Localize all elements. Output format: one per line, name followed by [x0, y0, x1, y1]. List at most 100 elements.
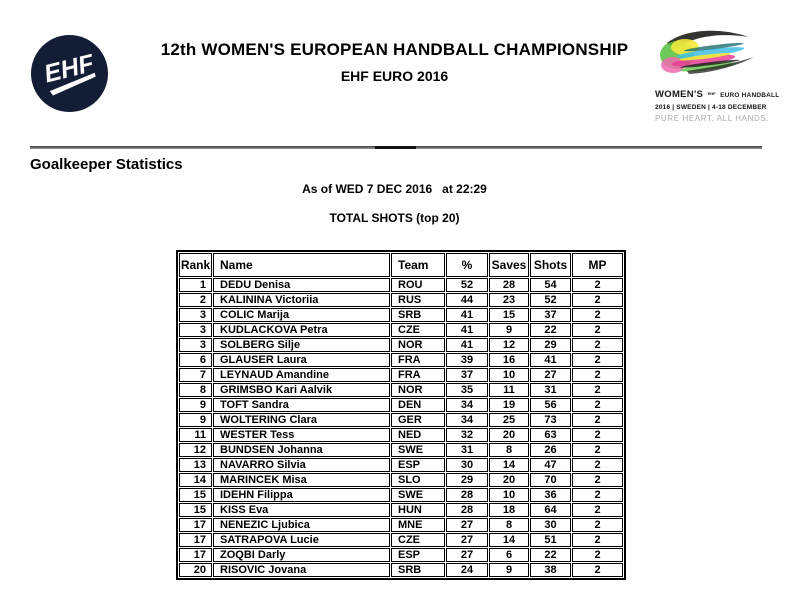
cell-name: MARINCEK Misa [213, 473, 390, 487]
table-row: 15 IDEHN Filippa SWE 28 10 36 2 [179, 488, 623, 502]
cell-pct: 52 [446, 278, 488, 292]
cell-name: WOLTERING Clara [213, 413, 390, 427]
cell-name: DEDU Denisa [213, 278, 390, 292]
cell-shots: 31 [530, 383, 571, 397]
cell-name: IDEHN Filippa [213, 488, 390, 502]
event-logo-euro-handball: EURO HANDBALL [720, 92, 780, 99]
cell-shots: 73 [530, 413, 571, 427]
cell-shots: 22 [530, 323, 571, 337]
cell-mp: 2 [572, 293, 623, 307]
cell-team: CZE [391, 533, 445, 547]
cell-name: ZOQBI Darly [213, 548, 390, 562]
cell-mp: 2 [572, 443, 623, 457]
table-row: 9 TOFT Sandra DEN 34 19 56 2 [179, 398, 623, 412]
cell-mp: 2 [572, 353, 623, 367]
event-logo-date-line: 2016 | SWEDEN | 4-18 DECEMBER [655, 104, 767, 111]
cell-pct: 32 [446, 428, 488, 442]
cell-rank: 3 [179, 323, 212, 337]
cell-pct: 30 [446, 458, 488, 472]
column-header-rank: Rank [179, 253, 212, 277]
cell-saves: 6 [489, 548, 529, 562]
table-row: 12 BUNDSEN Johanna SWE 31 8 26 2 [179, 443, 623, 457]
table-row: 15 KISS Eva HUN 28 18 64 2 [179, 503, 623, 517]
cell-saves: 18 [489, 503, 529, 517]
table-row: 7 LEYNAUD Amandine FRA 37 10 27 2 [179, 368, 623, 382]
cell-rank: 13 [179, 458, 212, 472]
cell-pct: 37 [446, 368, 488, 382]
cell-mp: 2 [572, 503, 623, 517]
cell-mp: 2 [572, 308, 623, 322]
goalkeeper-stats-table: Rank Name Team % Saves Shots MP 1 DEDU De… [176, 250, 626, 580]
cell-pct: 34 [446, 413, 488, 427]
cell-mp: 2 [572, 473, 623, 487]
cell-mp: 2 [572, 368, 623, 382]
cell-name: TOFT Sandra [213, 398, 390, 412]
cell-team: SRB [391, 308, 445, 322]
event-logo-womens: WOMEN'S [655, 89, 704, 100]
cell-mp: 2 [572, 428, 623, 442]
cell-rank: 12 [179, 443, 212, 457]
cell-pct: 28 [446, 488, 488, 502]
cell-rank: 11 [179, 428, 212, 442]
as-of-timestamp: As of WED 7 DEC 2016 at 22:29 [302, 182, 487, 196]
table-row: 17 NENEZIC Ljubica MNE 27 8 30 2 [179, 518, 623, 532]
stats-table-body: 1 DEDU Denisa ROU 52 28 54 2 2 KALININA Victorii… [179, 278, 623, 577]
event-logo-comet-icon [660, 30, 754, 74]
document-header: 12th WOMEN'S EUROPEAN HANDBALL CHAMPIONS… [0, 40, 789, 84]
cell-pct: 28 [446, 503, 488, 517]
column-header-name: Name [213, 253, 390, 277]
cell-pct: 44 [446, 293, 488, 307]
cell-team: NOR [391, 383, 445, 397]
cell-shots: 27 [530, 368, 571, 382]
cell-saves: 19 [489, 398, 529, 412]
cell-name: SOLBERG Silje [213, 338, 390, 352]
table-row: 1 DEDU Denisa ROU 52 28 54 2 [179, 278, 623, 292]
cell-name: GRIMSBO Kari Aalvik [213, 383, 390, 397]
header-divider-dark-segment [375, 146, 416, 149]
cell-shots: 22 [530, 548, 571, 562]
cell-team: HUN [391, 503, 445, 517]
table-header-row: Rank Name Team % Saves Shots MP [179, 253, 623, 277]
cell-team: SWE [391, 488, 445, 502]
cell-team: NED [391, 428, 445, 442]
cell-pct: 27 [446, 548, 488, 562]
table-row: 8 GRIMSBO Kari Aalvik NOR 35 11 31 2 [179, 383, 623, 397]
cell-shots: 47 [530, 458, 571, 472]
cell-shots: 41 [530, 353, 571, 367]
cell-rank: 9 [179, 398, 212, 412]
cell-shots: 37 [530, 308, 571, 322]
cell-rank: 3 [179, 308, 212, 322]
cell-shots: 63 [530, 428, 571, 442]
cell-mp: 2 [572, 323, 623, 337]
cell-pct: 34 [446, 398, 488, 412]
cell-name: RISOVIC Jovana [213, 563, 390, 577]
cell-pct: 41 [446, 323, 488, 337]
table-row: 3 KUDLACKOVA Petra CZE 41 9 22 2 [179, 323, 623, 337]
cell-team: SRB [391, 563, 445, 577]
cell-rank: 1 [179, 278, 212, 292]
event-logo-slogan: PURE HEART. ALL HANDS. [655, 114, 770, 123]
cell-team: FRA [391, 368, 445, 382]
cell-rank: 8 [179, 383, 212, 397]
ehf-logo-swoosh [49, 72, 96, 96]
cell-shots: 29 [530, 338, 571, 352]
cell-mp: 2 [572, 548, 623, 562]
cell-saves: 10 [489, 488, 529, 502]
cell-shots: 70 [530, 473, 571, 487]
header-divider [30, 146, 762, 149]
cell-shots: 56 [530, 398, 571, 412]
cell-saves: 14 [489, 458, 529, 472]
cell-saves: 8 [489, 443, 529, 457]
table-row: 13 NAVARRO Silvia ESP 30 14 47 2 [179, 458, 623, 472]
column-header-team: Team [391, 253, 445, 277]
table-row: 9 WOLTERING Clara GER 34 25 73 2 [179, 413, 623, 427]
cell-shots: 64 [530, 503, 571, 517]
cell-name: WESTER Tess [213, 428, 390, 442]
cell-team: GER [391, 413, 445, 427]
cell-rank: 15 [179, 503, 212, 517]
cell-shots: 36 [530, 488, 571, 502]
cell-rank: 14 [179, 473, 212, 487]
column-header-shots: Shots [530, 253, 571, 277]
cell-team: SLO [391, 473, 445, 487]
cell-mp: 2 [572, 458, 623, 472]
